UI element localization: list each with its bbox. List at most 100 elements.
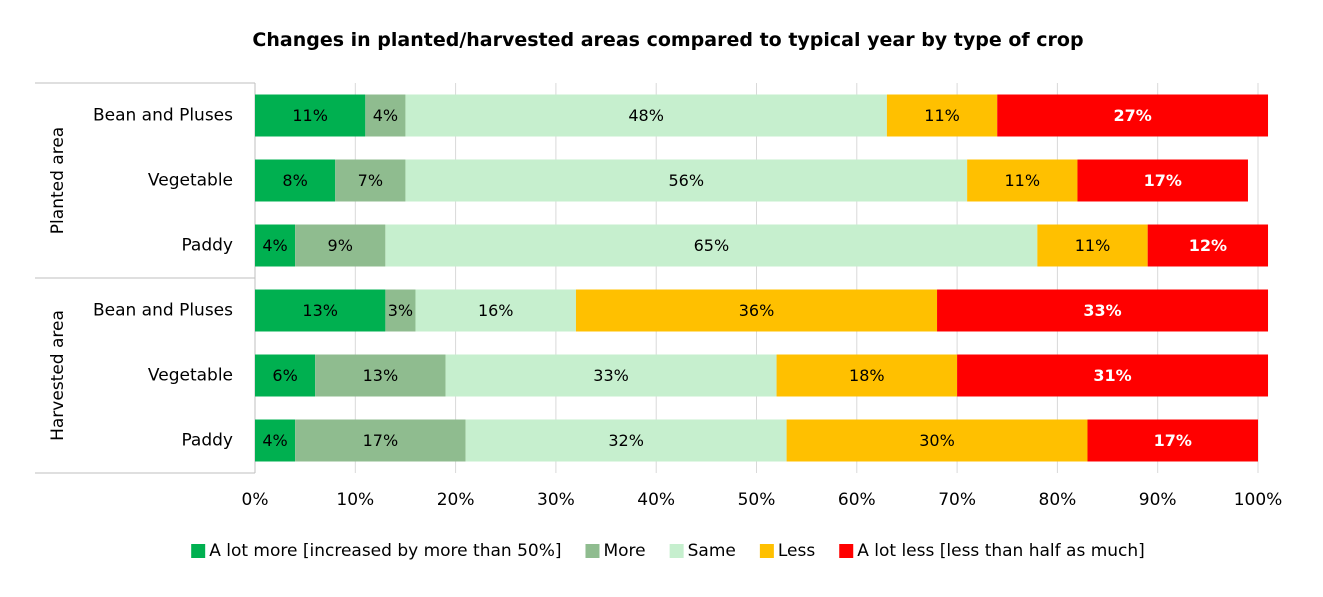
x-tick-label: 10%	[336, 490, 374, 510]
bar-segment	[405, 94, 887, 137]
category-label: Vegetable	[148, 366, 233, 386]
x-tick-label: 40%	[637, 490, 675, 510]
grid-lines	[35, 82, 1259, 474]
bar-segment	[255, 419, 296, 462]
x-tick-label: 70%	[938, 490, 976, 510]
bar-segment	[1037, 224, 1148, 267]
bar-segment	[1147, 224, 1269, 267]
category-label: Bean and Pluses	[93, 106, 233, 126]
data-label: 65%	[694, 236, 730, 255]
legend-swatch	[669, 544, 684, 558]
bar-segment	[957, 354, 1269, 397]
bar-segment	[1077, 159, 1248, 202]
bar-segment	[365, 94, 406, 137]
x-tick-label: 90%	[1139, 490, 1177, 510]
legend-label: A lot more [increased by more than 50%]	[209, 541, 561, 561]
bar-segment	[776, 354, 958, 397]
group-labels: Planted area Harvested area	[48, 127, 68, 441]
data-label: 18%	[849, 366, 885, 385]
bars: 11% 4% 48% 11% 27% 8% 7% 56% 11% 17% 4% 9% 65% 11% 12%…	[255, 94, 1269, 462]
data-label: 8%	[282, 171, 307, 190]
bar-segment	[385, 289, 416, 332]
bar-segment	[255, 159, 336, 202]
group-label: Planted area	[48, 127, 68, 234]
data-label: 6%	[272, 366, 297, 385]
bar-segment	[385, 224, 1038, 267]
x-tick-label: 30%	[537, 490, 575, 510]
legend-item: Same	[669, 541, 736, 561]
data-label: 17%	[1144, 171, 1182, 190]
data-label: 11%	[924, 106, 960, 125]
legend-label: More	[603, 541, 645, 561]
bar-segment	[315, 354, 446, 397]
data-label: 17%	[1154, 431, 1192, 450]
bar-segment	[886, 94, 998, 137]
data-label: 11%	[292, 106, 328, 125]
x-tick-label: 0%	[242, 490, 269, 510]
legend-label: A lot less [less than half as much]	[857, 541, 1145, 561]
legend-item: A lot less [less than half as much]	[839, 541, 1145, 561]
category-labels: Bean and Pluses Vegetable Paddy Bean and Pl…	[93, 106, 233, 451]
data-label: 13%	[363, 366, 399, 385]
bar-segment	[415, 289, 576, 332]
bar-segment	[937, 289, 1269, 332]
bar-segment	[255, 94, 366, 137]
bar-segment	[575, 289, 938, 332]
data-label: 11%	[1075, 236, 1111, 255]
data-label: 27%	[1113, 106, 1151, 125]
bar-segment	[786, 419, 1088, 462]
x-axis-ticks: 0% 10% 20% 30% 40% 50% 60% 70% 80% 90% 100%	[242, 490, 1283, 510]
bar-segment	[255, 289, 386, 332]
bar-segment	[295, 224, 386, 267]
legend-item: Less	[759, 541, 815, 561]
bar-segment	[445, 354, 777, 397]
data-label: 4%	[373, 106, 398, 125]
x-tick-label: 20%	[437, 490, 475, 510]
legend-swatch	[759, 544, 774, 558]
bar-segment	[255, 354, 316, 397]
x-tick-label: 80%	[1039, 490, 1077, 510]
bar-segment	[405, 159, 968, 202]
legend-item: A lot more [increased by more than 50%]	[191, 541, 561, 561]
data-label: 31%	[1093, 366, 1131, 385]
legend-label: Same	[688, 541, 736, 561]
legend-swatch	[585, 544, 600, 558]
data-label: 33%	[593, 366, 629, 385]
bar-segment	[967, 159, 1078, 202]
chart-title: Changes in planted/harvested areas compa…	[252, 29, 1083, 51]
group-label: Harvested area	[48, 310, 68, 441]
bar-segment	[1087, 419, 1258, 462]
data-label: 9%	[328, 236, 353, 255]
legend-label: Less	[778, 541, 815, 561]
data-label: 11%	[1005, 171, 1041, 190]
category-label: Paddy	[181, 431, 233, 451]
bar-segment	[465, 419, 787, 462]
category-label: Vegetable	[148, 171, 233, 191]
data-label: 17%	[363, 431, 399, 450]
data-label: 32%	[608, 431, 644, 450]
data-label: 3%	[388, 301, 413, 320]
category-label: Paddy	[181, 236, 233, 256]
data-label: 30%	[919, 431, 955, 450]
data-label: 4%	[262, 431, 287, 450]
data-label: 36%	[739, 301, 775, 320]
data-label: 4%	[262, 236, 287, 255]
category-label: Bean and Pluses	[93, 301, 233, 321]
data-label: 7%	[358, 171, 383, 190]
data-label: 56%	[669, 171, 705, 190]
data-label: 33%	[1083, 301, 1121, 320]
data-label: 12%	[1189, 236, 1227, 255]
data-label: 48%	[628, 106, 664, 125]
x-tick-label: 60%	[838, 490, 876, 510]
bar-segment	[997, 94, 1269, 137]
data-label: 16%	[478, 301, 514, 320]
bar-segment	[295, 419, 466, 462]
bar-segment	[335, 159, 406, 202]
legend: A lot more [increased by more than 50%] M…	[191, 541, 1145, 561]
data-label: 13%	[302, 301, 338, 320]
x-tick-label: 50%	[738, 490, 776, 510]
bar-segment	[255, 224, 296, 267]
legend-swatch	[191, 544, 206, 558]
legend-item: More	[585, 541, 646, 561]
